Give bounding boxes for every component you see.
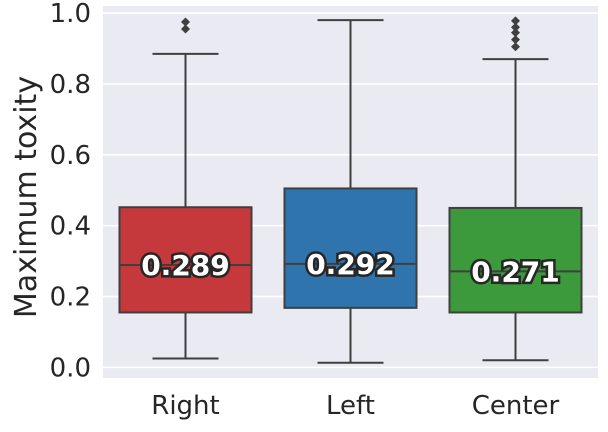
x-axis-ticks: Right Left Center: [151, 391, 559, 421]
y-tick-label: 0.6: [50, 141, 91, 171]
iqr-box: [118, 206, 253, 314]
y-tick-label: 0.0: [50, 353, 91, 383]
outlier-point: [511, 16, 520, 26]
y-tick-label: 1.0: [50, 0, 91, 29]
median-value-label: 0.289: [141, 249, 230, 282]
box-right: 0.289: [118, 17, 253, 360]
y-tick-label: 0.2: [50, 283, 91, 313]
box-center: 0.271: [448, 16, 583, 362]
x-tick-label: Center: [472, 391, 560, 421]
box-left: 0.292: [283, 19, 418, 364]
boxes-group: 0.289 0.292 0.271: [118, 16, 583, 364]
outlier-point: [511, 35, 520, 45]
outlier-point: [181, 17, 190, 27]
median-value-label: 0.292: [306, 248, 395, 281]
iqr-box: [448, 206, 583, 314]
x-tick-label: Left: [326, 391, 375, 421]
outlier-point: [511, 22, 520, 32]
y-tick-label: 0.4: [50, 212, 91, 242]
y-axis-ticks: 0.0 0.2 0.4 0.6 0.8 1.0: [50, 0, 91, 383]
outlier-point: [511, 42, 520, 52]
y-axis-label: Maximum toxity: [9, 76, 44, 318]
iqr-box: [283, 187, 418, 309]
x-tick-label: Right: [151, 391, 219, 421]
median-value-label: 0.271: [471, 255, 560, 288]
outlier-point: [181, 24, 190, 34]
y-tick-label: 0.8: [50, 70, 91, 100]
outlier-point: [511, 28, 520, 38]
